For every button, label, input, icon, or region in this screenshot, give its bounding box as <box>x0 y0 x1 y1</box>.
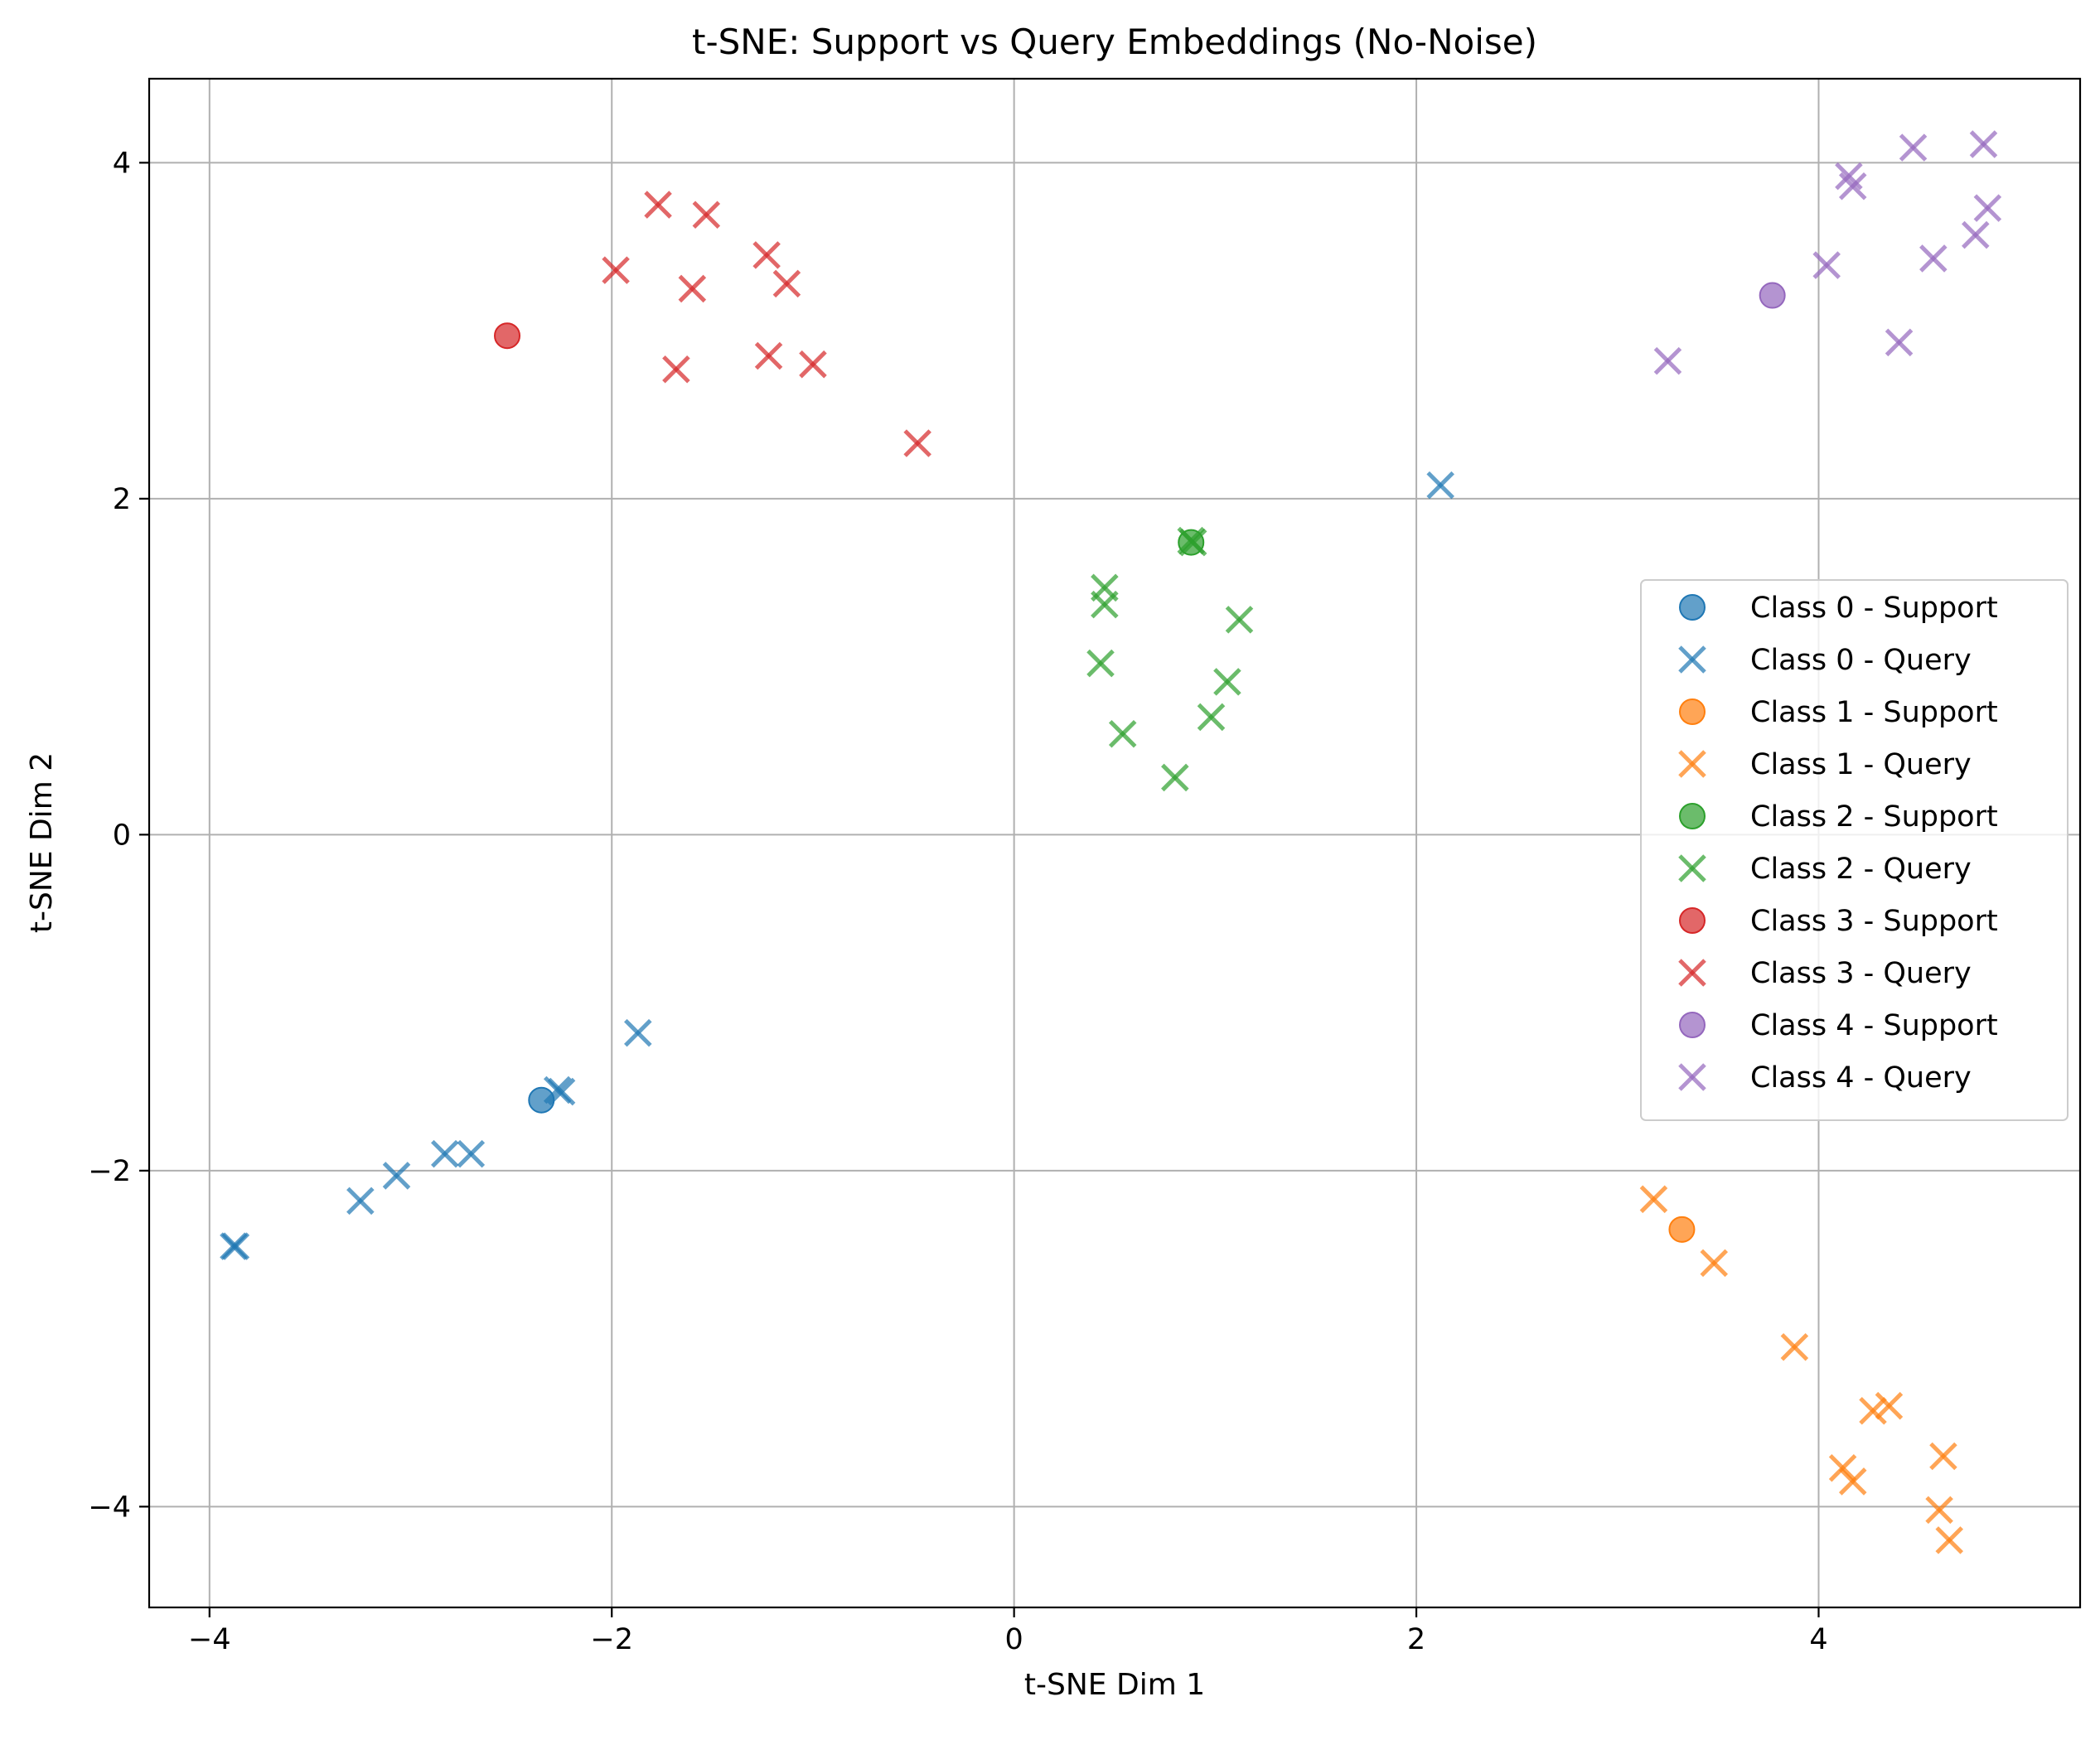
query-point <box>1929 1442 1957 1471</box>
query-point <box>678 274 707 303</box>
query-point <box>1812 251 1841 279</box>
support-point <box>494 322 521 350</box>
support-point <box>1668 1216 1696 1243</box>
query-point <box>1935 1526 1964 1554</box>
query-point <box>602 256 630 284</box>
query-point <box>1086 649 1115 678</box>
legend-label: Class 1 - Support <box>1750 696 1998 729</box>
legend-label: Class 4 - Support <box>1750 1009 1998 1042</box>
query-point <box>1108 719 1137 748</box>
legend-label: Class 3 - Query <box>1750 957 1972 990</box>
x-axis-label: t-SNE Dim 1 <box>1024 1668 1205 1702</box>
query-point <box>457 1139 486 1168</box>
query-point <box>1838 172 1867 201</box>
legend-marker <box>1679 907 1706 934</box>
legend-item: Class 3 - Query <box>1678 957 1972 990</box>
query-point <box>1828 1453 1857 1482</box>
query-point <box>1969 130 1998 158</box>
legend-marker <box>1679 594 1706 621</box>
legend-label: Class 1 - Query <box>1750 748 1972 781</box>
legend-item: Class 0 - Support <box>1679 592 1998 625</box>
legend-marker <box>1678 959 1706 987</box>
y-tick-label: 0 <box>113 819 131 852</box>
query-point <box>903 429 931 457</box>
legend-label: Class 2 - Support <box>1750 800 1998 834</box>
query-point <box>382 1162 411 1190</box>
legend-item: Class 2 - Support <box>1679 800 1998 834</box>
legend-item: Class 4 - Support <box>1679 1009 1998 1042</box>
query-point <box>772 269 801 298</box>
query-point <box>1973 194 2002 222</box>
query-point <box>752 241 781 269</box>
query-point <box>1925 1496 1953 1525</box>
legend-item: Class 1 - Query <box>1678 748 1972 781</box>
query-point <box>1859 1397 1887 1425</box>
y-tick-label: −4 <box>88 1491 131 1524</box>
legend-label: Class 0 - Query <box>1750 644 1972 677</box>
query-point <box>346 1187 375 1216</box>
x-tick-label: −4 <box>188 1623 231 1656</box>
legend-item: Class 2 - Query <box>1678 853 1972 886</box>
query-point <box>1875 1391 1904 1420</box>
query-point <box>662 355 690 384</box>
query-point <box>1197 703 1226 732</box>
query-point <box>1838 1467 1867 1496</box>
query-point <box>754 341 783 370</box>
legend-item: Class 3 - Support <box>1679 905 1998 938</box>
query-point <box>1091 590 1119 619</box>
legend-marker <box>1678 750 1706 778</box>
legend-marker <box>1678 1063 1706 1091</box>
legend-label: Class 2 - Query <box>1750 853 1972 886</box>
legend-label: Class 4 - Query <box>1750 1061 1972 1095</box>
y-tick-label: 2 <box>113 483 131 516</box>
y-axis-label: t-SNE Dim 2 <box>25 752 59 933</box>
data-points <box>220 130 2002 1554</box>
query-point <box>1919 244 1948 273</box>
query-point <box>1899 133 1928 162</box>
legend-label: Class 3 - Support <box>1750 905 1998 938</box>
x-tick-label: −2 <box>590 1623 633 1656</box>
axis-ticks: −4 −2 0 2 4 −4 −2 0 2 4 <box>88 147 1827 1656</box>
query-point <box>1426 471 1454 500</box>
legend-marker <box>1679 698 1706 725</box>
legend-label: Class 0 - Support <box>1750 592 1998 625</box>
query-point <box>692 201 721 229</box>
x-tick-label: 2 <box>1407 1623 1425 1656</box>
legend-marker <box>1678 645 1706 674</box>
query-point <box>624 1018 652 1047</box>
query-point <box>799 350 827 379</box>
x-tick-label: 4 <box>1809 1623 1827 1656</box>
query-point <box>1653 346 1682 375</box>
plot-area-frame <box>148 77 2082 1609</box>
query-point <box>431 1139 459 1168</box>
legend-box <box>1640 579 2069 1121</box>
query-point <box>1639 1185 1668 1214</box>
query-point <box>1177 526 1205 555</box>
legend-marker <box>1678 854 1706 882</box>
legend-marker <box>1679 1012 1706 1038</box>
query-point <box>1213 668 1241 696</box>
grid-lines <box>149 79 2080 1607</box>
query-point <box>547 1077 576 1106</box>
query-point <box>1161 763 1189 792</box>
query-point <box>1225 606 1254 634</box>
legend-item: Class 4 - Query <box>1678 1061 1972 1095</box>
query-point <box>1962 220 1990 249</box>
query-point <box>221 1232 250 1260</box>
support-point <box>1759 282 1786 309</box>
legend-marker <box>1679 803 1706 829</box>
chart-title: t-SNE: Support vs Query Embeddings (No-N… <box>692 22 1537 62</box>
legend-item: Class 1 - Support <box>1679 696 1998 729</box>
y-tick-label: −2 <box>88 1155 131 1188</box>
query-point <box>1700 1249 1729 1278</box>
x-tick-label: 0 <box>1005 1623 1023 1656</box>
legend: Class 0 - Support Class 0 - Query Class 1 … <box>1640 579 2069 1121</box>
legend-item: Class 0 - Query <box>1678 644 1972 677</box>
query-point <box>1780 1332 1809 1361</box>
query-point <box>1885 328 1914 357</box>
y-tick-label: 4 <box>113 147 131 180</box>
query-point <box>644 191 672 219</box>
